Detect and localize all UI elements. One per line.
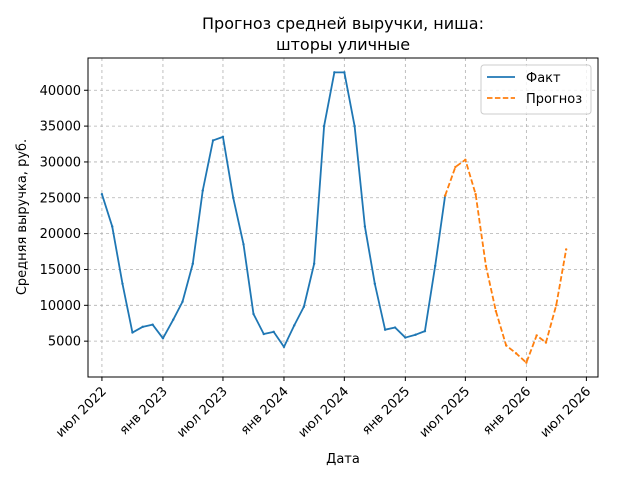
data-point xyxy=(393,326,397,329)
data-point xyxy=(564,248,568,251)
y-axis-label: Средняя выручка, руб. xyxy=(15,139,30,295)
legend-label-fact: Факт xyxy=(526,71,561,86)
data-point xyxy=(423,329,427,333)
y-tick-label: 25000 xyxy=(40,191,81,206)
data-point xyxy=(383,328,387,331)
data-point xyxy=(414,333,417,336)
y-tick-label: 35000 xyxy=(40,120,81,135)
plot-frame xyxy=(87,57,599,378)
data-point xyxy=(282,345,286,349)
data-point xyxy=(544,341,548,344)
data-point xyxy=(121,282,124,286)
data-point xyxy=(555,304,558,307)
data-point xyxy=(293,324,296,327)
data-point xyxy=(312,262,316,265)
series-layer xyxy=(100,71,568,364)
data-point xyxy=(373,282,377,286)
data-point xyxy=(172,318,175,321)
data-point xyxy=(151,323,154,326)
data-point xyxy=(353,124,356,128)
data-point xyxy=(443,194,447,197)
data-point xyxy=(302,305,306,308)
x-tick-label: янв 2024 xyxy=(238,384,292,438)
data-point xyxy=(242,243,245,246)
data-point xyxy=(454,165,457,169)
y-tick-label: 10000 xyxy=(40,299,81,314)
legend: Факт Прогноз xyxy=(480,64,592,115)
legend-label-forecast: Прогноз xyxy=(526,92,582,107)
data-point xyxy=(333,71,336,74)
x-tick-label: июл 2022 xyxy=(53,384,110,441)
data-point xyxy=(433,264,437,268)
data-point xyxy=(100,193,104,196)
data-point xyxy=(464,158,467,161)
data-point xyxy=(252,312,255,316)
data-point xyxy=(272,330,275,334)
data-point xyxy=(262,332,265,336)
data-point xyxy=(514,352,518,355)
data-point xyxy=(504,344,508,347)
grid xyxy=(88,58,598,377)
y-tick-label: 20000 xyxy=(40,227,81,242)
y-tick-label: 5000 xyxy=(48,335,81,350)
data-point xyxy=(181,300,184,303)
data-point xyxy=(161,337,165,340)
chart-title-line-1: Прогноз средней выручки, ниша: xyxy=(202,14,484,33)
x-tick-label: июл 2023 xyxy=(174,384,231,441)
x-axis: июл 2022 янв 2023 июл 2023 янв 2024 июл 2024… xyxy=(53,377,594,441)
y-axis: 5000 10000 15000 20000 25000 30000 35000 40000 xyxy=(40,84,88,350)
x-tick-label: янв 2023 xyxy=(117,384,171,438)
x-tick-label: янв 2026 xyxy=(480,384,534,438)
data-point xyxy=(201,189,204,192)
x-tick-label: июл 2025 xyxy=(417,384,474,441)
data-point xyxy=(484,264,488,268)
x-tick-label: июл 2026 xyxy=(538,384,595,441)
data-point xyxy=(404,336,407,339)
data-point xyxy=(525,361,528,364)
data-point xyxy=(322,124,326,128)
data-point xyxy=(474,193,477,196)
data-point xyxy=(141,325,144,329)
y-tick-label: 30000 xyxy=(40,155,81,170)
data-point xyxy=(131,331,134,334)
chart-title-line-2: шторы уличные xyxy=(276,35,410,54)
data-point xyxy=(221,135,225,139)
data-point xyxy=(211,139,215,142)
data-point xyxy=(535,334,538,337)
y-tick-label: 40000 xyxy=(40,84,81,99)
data-point xyxy=(494,309,498,313)
data-point xyxy=(232,196,235,199)
data-point xyxy=(191,262,194,265)
data-point xyxy=(363,225,367,228)
x-tick-label: янв 2025 xyxy=(359,384,413,438)
data-point xyxy=(111,225,114,228)
data-point xyxy=(343,71,346,74)
y-tick-label: 15000 xyxy=(40,263,81,278)
x-axis-label: Дата xyxy=(326,452,360,467)
x-tick-label: июл 2024 xyxy=(296,384,353,441)
